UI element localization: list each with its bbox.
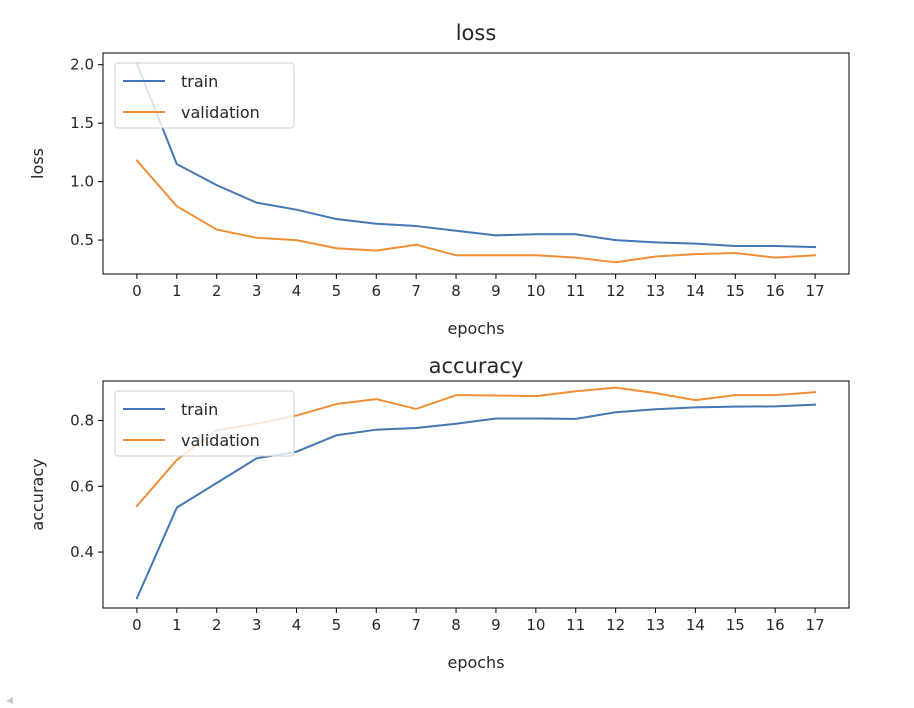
legend: train validation (114, 390, 295, 457)
x-tick-label: 8 (451, 282, 461, 300)
chart-title: accuracy (429, 354, 524, 378)
series-line-train (135, 62, 817, 249)
y-tick-label: 0.6 (70, 477, 94, 495)
series-line-train (135, 403, 817, 600)
y-tick-label: 0.8 (70, 411, 94, 429)
series-line-validation (135, 159, 817, 264)
x-tick-label: 8 (451, 616, 461, 634)
x-tick-label: 5 (332, 616, 342, 634)
x-tick-label: 1 (172, 282, 182, 300)
x-tick-label: 13 (646, 282, 665, 300)
legend-label-train: train (181, 400, 218, 419)
x-tick-label: 17 (806, 616, 825, 634)
x-tick-label: 9 (491, 282, 501, 300)
x-tick-label: 15 (726, 616, 745, 634)
legend-label-train: train (181, 72, 218, 91)
x-tick-label: 4 (292, 282, 302, 300)
chart-title: loss (456, 21, 497, 45)
plot-frame (102, 52, 850, 275)
x-tick-label: 0 (132, 616, 142, 634)
legend: train validation (114, 62, 295, 129)
x-tick-label: 16 (766, 282, 785, 300)
y-tick-label: 0.4 (70, 543, 94, 561)
x-tick-label: 17 (806, 282, 825, 300)
x-tick-label: 5 (332, 282, 342, 300)
x-tick-label: 3 (252, 282, 262, 300)
x-tick-label: 15 (726, 282, 745, 300)
x-tick-label: 10 (526, 282, 545, 300)
x-tick-label: 6 (371, 282, 381, 300)
x-tick-label: 0 (132, 282, 142, 300)
x-tick-label: 3 (252, 616, 262, 634)
x-tick-label: 6 (371, 616, 381, 634)
y-tick-label: 1.0 (70, 173, 94, 191)
scroll-left-icon: ◀ (6, 696, 13, 706)
y-axis-label: accuracy (28, 458, 47, 530)
plot-frame (102, 380, 850, 609)
x-tick-label: 12 (606, 282, 625, 300)
x-tick-label: 2 (212, 282, 222, 300)
x-tick-label: 16 (766, 616, 785, 634)
y-tick-label: 1.5 (70, 114, 94, 132)
x-tick-label: 7 (411, 616, 421, 634)
x-tick-label: 11 (566, 282, 585, 300)
y-axis-label: loss (28, 148, 47, 179)
x-tick-label: 1 (172, 616, 182, 634)
y-tick-label: 2.0 (70, 56, 94, 74)
x-tick-label: 2 (212, 616, 222, 634)
y-tick-label: 0.5 (70, 231, 94, 249)
legend-label-validation: validation (181, 103, 260, 122)
x-tick-label: 7 (411, 282, 421, 300)
x-tick-label: 9 (491, 616, 501, 634)
legend-label-validation: validation (181, 431, 260, 450)
x-tick-label: 4 (292, 616, 302, 634)
x-tick-label: 13 (646, 616, 665, 634)
x-tick-label: 11 (566, 616, 585, 634)
x-tick-label: 14 (686, 616, 705, 634)
x-tick-label: 12 (606, 616, 625, 634)
x-axis-label: epochs (447, 319, 504, 338)
x-tick-label: 14 (686, 282, 705, 300)
x-tick-label: 10 (526, 616, 545, 634)
x-axis-label: epochs (447, 653, 504, 672)
